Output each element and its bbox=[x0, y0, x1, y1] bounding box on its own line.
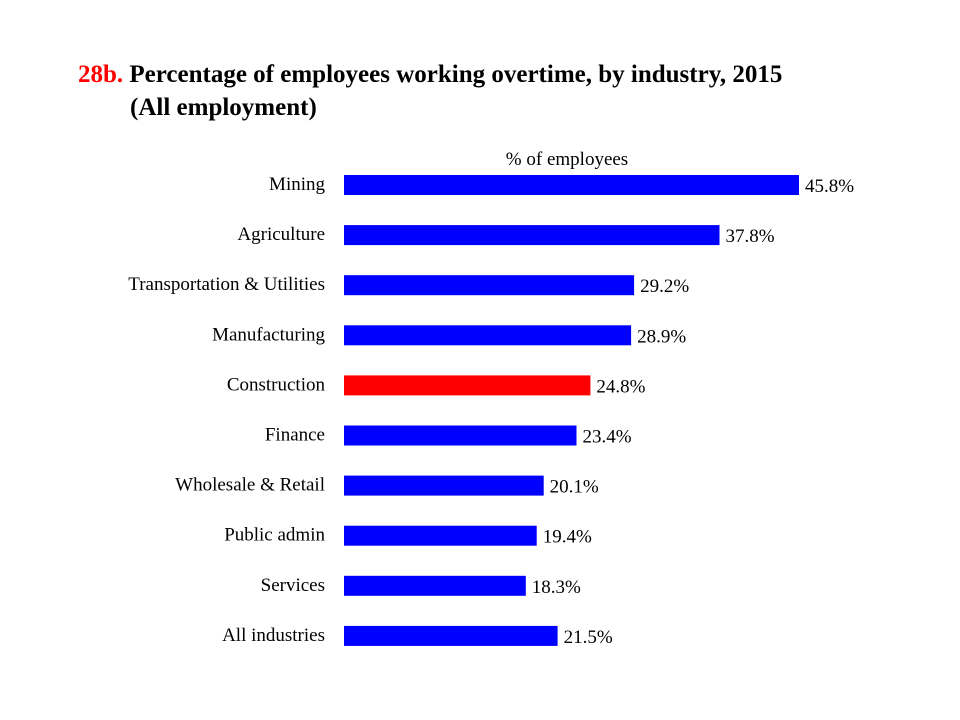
bar-services bbox=[344, 575, 526, 596]
axis-label: % of employees bbox=[506, 149, 628, 170]
bar-wholesale-retail bbox=[344, 475, 544, 496]
category-label-all-industries: All industries bbox=[222, 625, 325, 646]
category-label-wholesale-retail: Wholesale & Retail bbox=[175, 475, 325, 496]
value-label-finance: 23.4% bbox=[582, 427, 631, 448]
category-label-mining: Mining bbox=[269, 174, 325, 195]
chart-number: 28b. bbox=[78, 61, 124, 88]
value-label-transportation-utilities: 29.2% bbox=[640, 276, 689, 297]
value-label-public-admin: 19.4% bbox=[543, 527, 592, 548]
value-label-wholesale-retail: 20.1% bbox=[550, 477, 599, 498]
category-label-manufacturing: Manufacturing bbox=[212, 324, 325, 345]
bar-public-admin bbox=[344, 525, 537, 546]
bar-construction bbox=[344, 375, 591, 396]
value-label-construction: 24.8% bbox=[596, 376, 645, 397]
category-label-finance: Finance bbox=[265, 425, 325, 446]
value-label-mining: 45.8% bbox=[805, 176, 854, 197]
bar-finance bbox=[344, 425, 577, 446]
category-label-agriculture: Agriculture bbox=[237, 224, 325, 245]
category-label-public-admin: Public admin bbox=[224, 525, 325, 546]
bar-agriculture bbox=[344, 225, 720, 246]
category-label-services: Services bbox=[261, 575, 325, 596]
bar-mining bbox=[344, 175, 799, 195]
value-label-services: 18.3% bbox=[532, 577, 581, 598]
value-label-all-industries: 21.5% bbox=[564, 627, 613, 648]
chart-title: 28b. Percentage of employees working ove… bbox=[78, 58, 782, 124]
bar-all-industries bbox=[344, 625, 558, 646]
chart-title-line2: (All employment) bbox=[130, 94, 317, 121]
category-label-transportation-utilities: Transportation & Utilities bbox=[128, 274, 325, 295]
value-label-agriculture: 37.8% bbox=[726, 226, 775, 247]
category-label-construction: Construction bbox=[227, 374, 326, 395]
value-label-manufacturing: 28.9% bbox=[637, 326, 686, 347]
chart-title-line1: Percentage of employees working overtime… bbox=[129, 61, 783, 88]
bar-transportation-utilities bbox=[344, 275, 635, 296]
bars-group: Mining 45.8% Agriculture 37.8% Transportatio… bbox=[128, 174, 854, 648]
bar-manufacturing bbox=[344, 325, 632, 346]
